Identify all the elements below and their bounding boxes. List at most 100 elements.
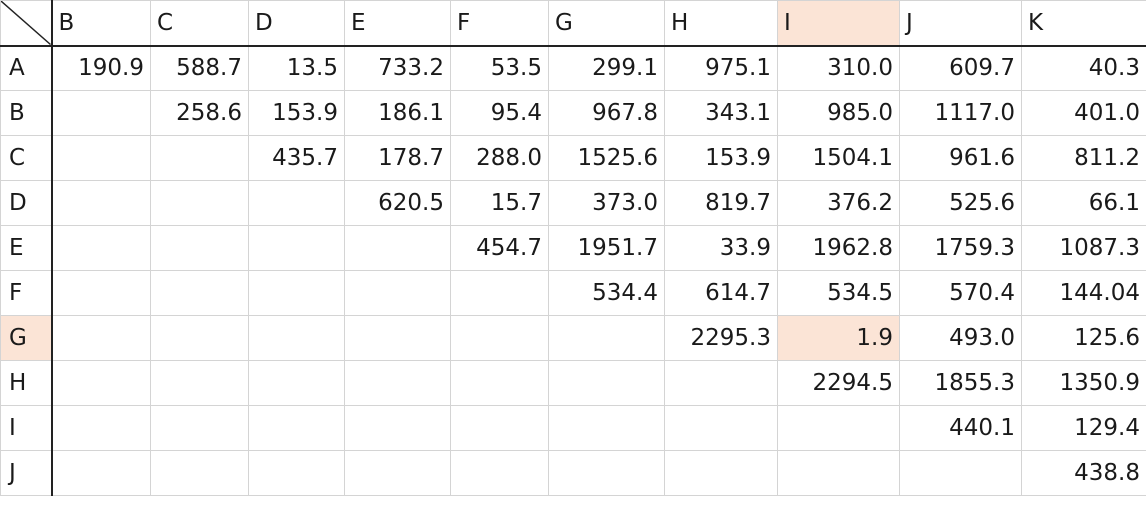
cell[interactable] bbox=[51, 405, 151, 451]
column-header-k[interactable]: K bbox=[1021, 0, 1146, 47]
cell[interactable] bbox=[248, 450, 345, 496]
cell[interactable]: 13.5 bbox=[248, 45, 345, 91]
cell[interactable] bbox=[248, 225, 345, 271]
column-header-d[interactable]: D bbox=[248, 0, 345, 47]
cell[interactable] bbox=[150, 270, 249, 316]
cell[interactable]: 310.0 bbox=[777, 45, 900, 91]
cell[interactable]: 178.7 bbox=[344, 135, 451, 181]
cell[interactable]: 190.9 bbox=[51, 45, 151, 91]
column-header-h[interactable]: H bbox=[664, 0, 778, 47]
cell[interactable]: 95.4 bbox=[450, 90, 549, 136]
cell[interactable] bbox=[51, 180, 151, 226]
cell[interactable] bbox=[51, 270, 151, 316]
column-header-g[interactable]: G bbox=[548, 0, 665, 47]
cell[interactable]: 153.9 bbox=[664, 135, 778, 181]
column-header-f[interactable]: F bbox=[450, 0, 549, 47]
cell[interactable]: 144.04 bbox=[1021, 270, 1146, 316]
cell[interactable]: 299.1 bbox=[548, 45, 665, 91]
row-header-b[interactable]: B bbox=[0, 90, 53, 136]
cell[interactable] bbox=[664, 360, 778, 406]
cell[interactable]: 961.6 bbox=[899, 135, 1022, 181]
cell[interactable]: 525.6 bbox=[899, 180, 1022, 226]
cell[interactable] bbox=[777, 450, 900, 496]
cell[interactable]: 534.4 bbox=[548, 270, 665, 316]
cell[interactable]: 609.7 bbox=[899, 45, 1022, 91]
cell[interactable] bbox=[150, 315, 249, 361]
cell[interactable] bbox=[248, 315, 345, 361]
cell[interactable]: 2294.5 bbox=[777, 360, 900, 406]
cell[interactable]: 40.3 bbox=[1021, 45, 1146, 91]
cell[interactable] bbox=[548, 405, 665, 451]
cell[interactable]: 258.6 bbox=[150, 90, 249, 136]
cell[interactable]: 435.7 bbox=[248, 135, 345, 181]
cell[interactable]: 1962.8 bbox=[777, 225, 900, 271]
cell[interactable]: 819.7 bbox=[664, 180, 778, 226]
cell[interactable] bbox=[51, 135, 151, 181]
cell[interactable] bbox=[344, 450, 451, 496]
cell[interactable]: 376.2 bbox=[777, 180, 900, 226]
cell[interactable] bbox=[344, 405, 451, 451]
cell[interactable]: 33.9 bbox=[664, 225, 778, 271]
cell[interactable] bbox=[150, 360, 249, 406]
cell[interactable] bbox=[450, 315, 549, 361]
cell[interactable]: 975.1 bbox=[664, 45, 778, 91]
column-header-b[interactable]: B bbox=[51, 0, 151, 47]
cell[interactable] bbox=[664, 405, 778, 451]
cell[interactable] bbox=[248, 405, 345, 451]
cell[interactable]: 15.7 bbox=[450, 180, 549, 226]
cell[interactable] bbox=[150, 225, 249, 271]
cell[interactable] bbox=[548, 315, 665, 361]
cell[interactable]: 588.7 bbox=[150, 45, 249, 91]
cell[interactable]: 493.0 bbox=[899, 315, 1022, 361]
cell[interactable]: 1350.9 bbox=[1021, 360, 1146, 406]
cell[interactable]: 1951.7 bbox=[548, 225, 665, 271]
cell[interactable]: 53.5 bbox=[450, 45, 549, 91]
cell[interactable]: 967.8 bbox=[548, 90, 665, 136]
cell[interactable] bbox=[344, 270, 451, 316]
corner-cell[interactable] bbox=[0, 0, 53, 47]
cell[interactable]: 570.4 bbox=[899, 270, 1022, 316]
cell[interactable] bbox=[51, 225, 151, 271]
cell[interactable]: 440.1 bbox=[899, 405, 1022, 451]
cell[interactable] bbox=[51, 90, 151, 136]
cell[interactable] bbox=[51, 315, 151, 361]
cell[interactable]: 1.9 bbox=[777, 315, 900, 361]
row-header-h[interactable]: H bbox=[0, 360, 53, 406]
cell[interactable] bbox=[51, 360, 151, 406]
cell[interactable] bbox=[150, 450, 249, 496]
row-header-f[interactable]: F bbox=[0, 270, 53, 316]
cell[interactable]: 1525.6 bbox=[548, 135, 665, 181]
cell[interactable]: 186.1 bbox=[344, 90, 451, 136]
cell[interactable]: 153.9 bbox=[248, 90, 345, 136]
cell[interactable] bbox=[548, 450, 665, 496]
cell[interactable]: 129.4 bbox=[1021, 405, 1146, 451]
cell[interactable] bbox=[150, 135, 249, 181]
cell[interactable]: 125.6 bbox=[1021, 315, 1146, 361]
cell[interactable] bbox=[664, 450, 778, 496]
cell[interactable] bbox=[344, 315, 451, 361]
cell[interactable] bbox=[248, 270, 345, 316]
cell[interactable] bbox=[150, 180, 249, 226]
cell[interactable] bbox=[450, 360, 549, 406]
cell[interactable]: 1087.3 bbox=[1021, 225, 1146, 271]
cell[interactable]: 1855.3 bbox=[899, 360, 1022, 406]
column-header-e[interactable]: E bbox=[344, 0, 451, 47]
row-header-d[interactable]: D bbox=[0, 180, 53, 226]
cell[interactable]: 438.8 bbox=[1021, 450, 1146, 496]
cell[interactable]: 66.1 bbox=[1021, 180, 1146, 226]
row-header-i[interactable]: I bbox=[0, 405, 53, 451]
cell[interactable] bbox=[344, 225, 451, 271]
cell[interactable]: 343.1 bbox=[664, 90, 778, 136]
cell[interactable] bbox=[248, 180, 345, 226]
cell[interactable] bbox=[450, 405, 549, 451]
cell[interactable]: 1117.0 bbox=[899, 90, 1022, 136]
cell[interactable] bbox=[777, 405, 900, 451]
column-header-c[interactable]: C bbox=[150, 0, 249, 47]
cell[interactable]: 534.5 bbox=[777, 270, 900, 316]
row-header-j[interactable]: J bbox=[0, 450, 53, 496]
cell[interactable]: 1759.3 bbox=[899, 225, 1022, 271]
cell[interactable] bbox=[150, 405, 249, 451]
cell[interactable]: 620.5 bbox=[344, 180, 451, 226]
row-header-e[interactable]: E bbox=[0, 225, 53, 271]
cell[interactable] bbox=[51, 450, 151, 496]
